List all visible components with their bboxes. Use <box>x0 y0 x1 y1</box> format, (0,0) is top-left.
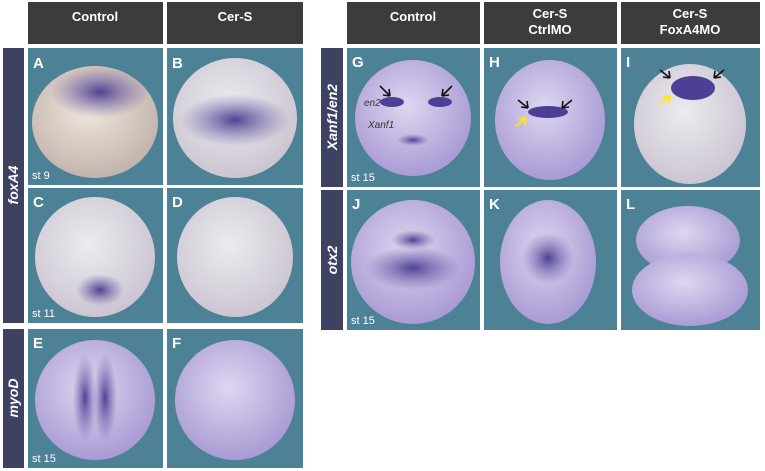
header-box <box>28 2 163 44</box>
stage-label: st 15 <box>32 453 56 465</box>
column-header: Cer-S <box>533 6 568 21</box>
stage-label: st 9 <box>32 170 50 182</box>
panel-letter: C <box>33 194 44 211</box>
panel-letter: H <box>489 54 500 71</box>
panel-letter: L <box>626 196 635 213</box>
header-box <box>167 2 303 44</box>
panel: F <box>167 329 303 468</box>
stage-label: st 15 <box>351 315 375 327</box>
panel: C st 11 <box>28 188 163 323</box>
panel-letter: G <box>352 54 364 71</box>
annotation: en2 <box>364 98 381 109</box>
panel-letter: B <box>172 55 183 72</box>
panel: I <box>621 48 760 187</box>
panel: J st 15 <box>347 190 480 330</box>
panel-letter: D <box>172 194 183 211</box>
panel: A st 9 <box>28 48 163 185</box>
annotation: Xanf1 <box>367 120 394 131</box>
row-label-bar <box>3 329 24 468</box>
header-box <box>484 2 617 44</box>
column-header: Control <box>390 9 436 24</box>
panel: E st 15 <box>28 329 163 468</box>
panel-letter: A <box>33 55 44 72</box>
row-label: Xanf1/en2 <box>324 84 340 151</box>
column-header: CtrlMO <box>528 22 571 37</box>
row-label-bar <box>321 48 343 187</box>
column-header: FoxA4MO <box>660 22 721 37</box>
row-label-bar <box>3 48 24 323</box>
panel-letter: K <box>489 196 500 213</box>
panel-letter: F <box>172 335 181 352</box>
column-header: Cer-S <box>218 9 253 24</box>
panel-letter: I <box>626 54 630 71</box>
column-header: Control <box>72 9 118 24</box>
stage-label: st 15 <box>351 172 375 184</box>
panel: D <box>167 188 303 323</box>
panel: H <box>484 48 617 187</box>
row-label: foxA4 <box>5 165 21 204</box>
row-label: otx2 <box>324 245 340 274</box>
panel: L <box>621 190 760 330</box>
panel: K <box>484 190 617 330</box>
row-label: myoD <box>5 379 21 418</box>
stage-label: st 11 <box>32 308 55 320</box>
panel: en2 Xanf1 G st 15 <box>347 48 480 187</box>
header-box <box>621 2 760 44</box>
panel-letter: J <box>352 196 360 213</box>
panel-letter: E <box>33 335 43 352</box>
header-box <box>347 2 480 44</box>
row-label-bar <box>321 190 343 330</box>
column-header: Cer-S <box>673 6 708 21</box>
panel: B <box>167 48 303 185</box>
